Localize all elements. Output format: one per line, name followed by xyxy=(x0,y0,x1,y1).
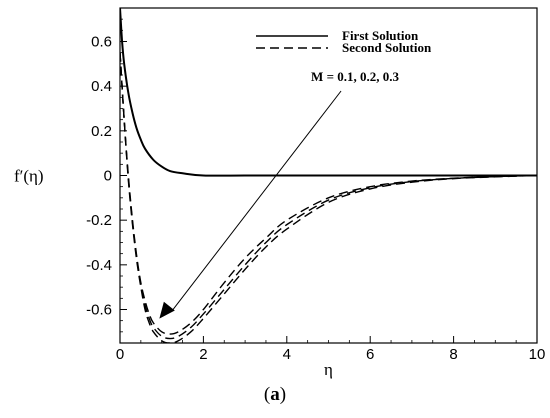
caption-close: ) xyxy=(279,384,287,405)
legend-entry-1: Second Solution xyxy=(342,40,432,55)
x-tick-label-1: 2 xyxy=(199,346,207,363)
series-line-3 xyxy=(120,52,537,343)
x-tick-label-3: 6 xyxy=(366,346,374,363)
figure-caption: (a) xyxy=(0,384,550,406)
series-line-2 xyxy=(120,52,537,340)
plot-area xyxy=(120,8,537,343)
y-tick-label-0: 0.6 xyxy=(91,34,112,51)
annotation-arrow-line xyxy=(170,90,342,312)
x-axis-label: η xyxy=(324,360,333,379)
y-tick-label-4: -0.2 xyxy=(86,212,112,229)
annotation-text: M = 0.1, 0.2, 0.3 xyxy=(311,69,399,84)
x-tick-label-5: 10 xyxy=(529,346,546,363)
axes: 0 2 4 6 8 10 0.6 0.4 0.2 0 -0.2 -0.4 -0.6 η f′(η) xyxy=(14,7,546,379)
y-axis-label: f′(η) xyxy=(14,167,44,186)
series-line-0 xyxy=(120,8,537,177)
legend-entry-0: First Solution xyxy=(342,28,419,43)
caption-label: a xyxy=(270,384,280,405)
caption-open: ( xyxy=(263,384,271,405)
chart: 0 2 4 6 8 10 0.6 0.4 0.2 0 -0.2 -0.4 -0.6 η f′(η) Firs… xyxy=(14,7,546,379)
y-tick-label-1: 0.4 xyxy=(91,78,112,95)
x-tick-label-4: 8 xyxy=(449,346,457,363)
annotation-arrow-head xyxy=(159,301,175,319)
annotation: M = 0.1, 0.2, 0.3 xyxy=(159,69,399,319)
y-tick-label-2: 0.2 xyxy=(91,123,112,140)
y-tick-label-3: 0 xyxy=(104,168,112,185)
y-tick-label-6: -0.6 xyxy=(86,302,112,319)
x-tick-label-2: 4 xyxy=(283,346,291,363)
y-tick-label-5: -0.4 xyxy=(86,257,112,274)
x-tick-label-0: 0 xyxy=(116,346,124,363)
series-line-1 xyxy=(120,52,537,335)
